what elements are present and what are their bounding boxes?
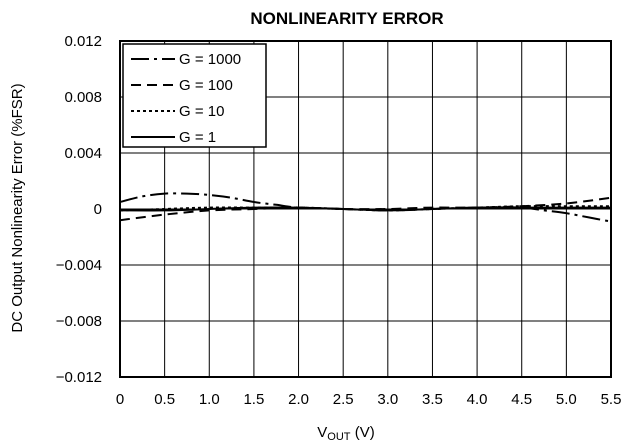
- legend-label-4: G = 1: [179, 129, 216, 146]
- x-tick-label-6: 3.0: [377, 391, 398, 408]
- y-tick-label-1: −0.008: [56, 313, 102, 330]
- x-tick-label-11: 5.5: [601, 391, 622, 408]
- series-line-3: [119, 205, 611, 212]
- y-tick-label-4: 0.004: [64, 145, 102, 162]
- x-tick-label-2: 1.0: [199, 391, 220, 408]
- x-tick-label-9: 4.5: [511, 391, 532, 408]
- y-axis-label: DC Output Nonlinearity Error (%FSR): [9, 83, 26, 332]
- x-tick-label-0: 0: [116, 391, 124, 408]
- y-tick-labels: −0.012 −0.008 −0.004 0 0.004 0.008 0.012: [56, 33, 102, 386]
- legend: G = 1000 G = 100 G = 10 G = 1: [122, 43, 267, 148]
- legend-label-2: G = 100: [179, 77, 233, 94]
- plot-frame: [119, 40, 612, 378]
- x-axis-label-subscript: OUT: [327, 431, 351, 443]
- legend-box: [122, 43, 267, 148]
- y-tick-label-5: 0.008: [64, 89, 102, 106]
- y-tick-label-3: 0: [94, 201, 102, 218]
- x-tick-label-8: 4.0: [467, 391, 488, 408]
- series-line-4: [119, 206, 611, 212]
- legend-label-1: G = 1000: [179, 51, 241, 68]
- y-tick-label-0: −0.012: [56, 369, 102, 386]
- y-tick-label-2: −0.004: [56, 257, 102, 274]
- chart-title: NONLINEARITY ERROR: [250, 9, 443, 28]
- x-tick-label-7: 3.5: [422, 391, 443, 408]
- x-axis-label: VOUT (V): [317, 424, 374, 443]
- y-tick-label-6: 0.012: [64, 33, 102, 50]
- x-axis-label-main: V: [317, 424, 327, 441]
- x-tick-label-10: 5.0: [556, 391, 577, 408]
- x-tick-label-3: 1.5: [243, 391, 264, 408]
- series-layer: [119, 192, 612, 223]
- x-tick-labels: 0 0.5 1.0 1.5 2.0 2.5 3.0 3.5 4.0 4.5 5.0 5.5: [116, 391, 622, 408]
- x-tick-label-4: 2.0: [288, 391, 309, 408]
- x-tick-label-5: 2.5: [333, 391, 354, 408]
- x-axis-label-unit: (V): [351, 424, 375, 441]
- legend-label-3: G = 10: [179, 103, 224, 120]
- x-tick-label-1: 0.5: [154, 391, 175, 408]
